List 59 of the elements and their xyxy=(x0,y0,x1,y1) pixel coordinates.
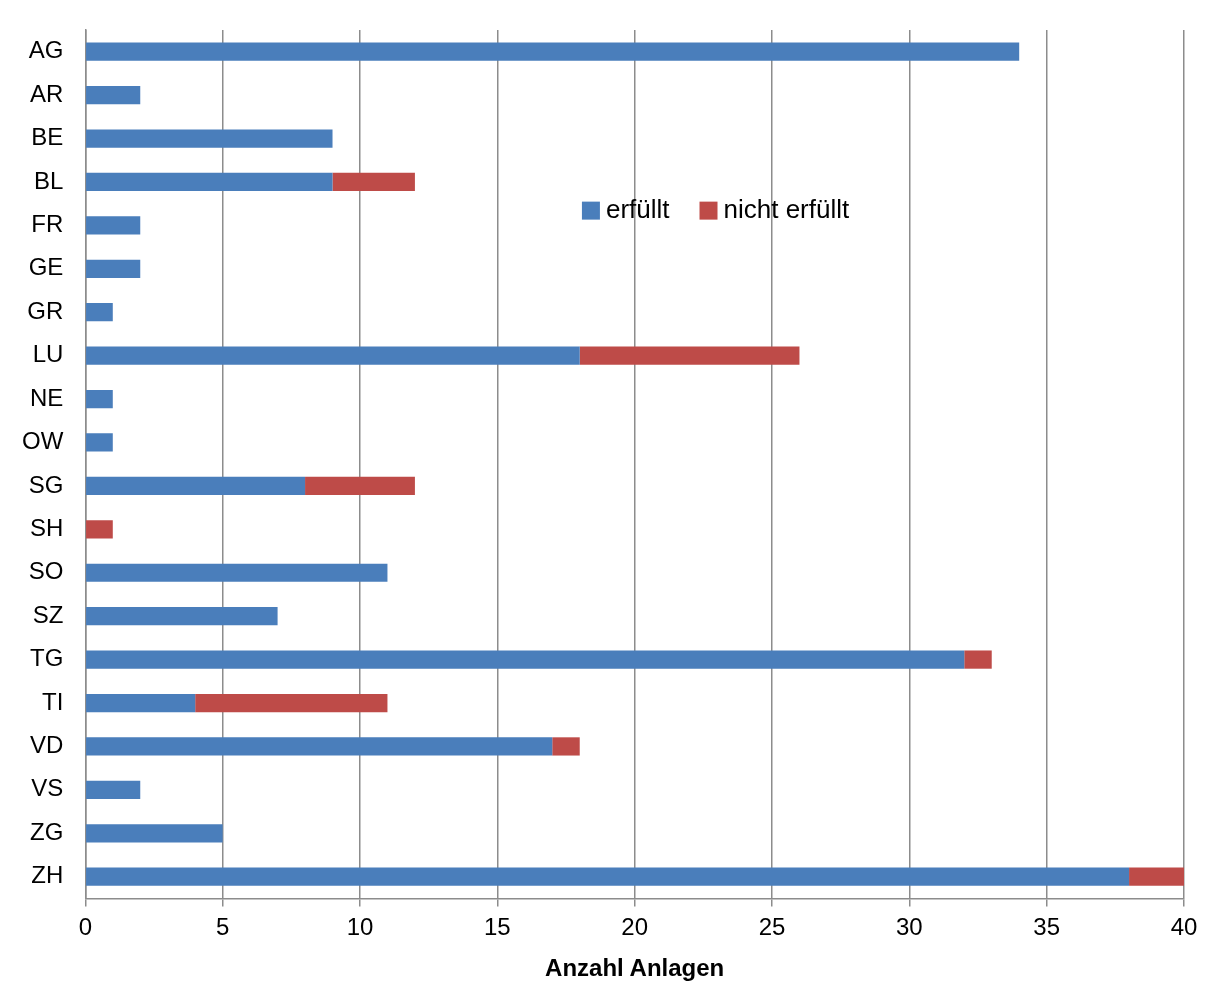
y-tick-label: TI xyxy=(41,687,64,715)
x-axis-title: Anzahl Anlagen xyxy=(545,954,725,982)
y-tick-label: FR xyxy=(31,210,64,238)
bar xyxy=(86,693,196,713)
y-tick-label: ZH xyxy=(31,861,64,889)
bar xyxy=(1129,867,1184,886)
bar xyxy=(195,693,388,713)
x-tick-label: 5 xyxy=(215,913,230,941)
bar xyxy=(86,520,113,539)
bar xyxy=(86,129,333,148)
bar xyxy=(86,172,333,192)
bar xyxy=(86,867,1130,886)
y-tick-label: NE xyxy=(29,383,64,411)
x-tick-label: 0 xyxy=(78,913,92,941)
bar xyxy=(86,303,113,322)
x-tick-label: 35 xyxy=(1033,913,1061,941)
bar xyxy=(86,216,141,235)
bar xyxy=(86,650,965,669)
y-tick-label: VD xyxy=(29,731,64,759)
bar xyxy=(552,737,580,756)
y-tick-label: AR xyxy=(29,79,64,107)
bar xyxy=(964,650,992,669)
bar xyxy=(305,476,415,496)
y-tick-label: BE xyxy=(31,123,64,151)
y-tick-label: GR xyxy=(27,296,64,324)
y-tick-label: GE xyxy=(28,253,64,281)
y-tick-label: SG xyxy=(28,470,64,498)
y-tick-label: SH xyxy=(29,513,64,541)
y-tick-label: BL xyxy=(33,166,64,194)
bar xyxy=(86,433,113,452)
bar xyxy=(86,607,278,626)
x-tick-label: 10 xyxy=(346,913,374,941)
x-tick-label: 30 xyxy=(895,913,923,941)
y-tick-label: VS xyxy=(31,774,64,802)
y-tick-label: LU xyxy=(32,340,64,368)
bar xyxy=(86,780,141,799)
bar xyxy=(86,389,113,409)
bar xyxy=(86,259,141,278)
y-tick-label: AG xyxy=(28,36,64,64)
y-tick-label: TG xyxy=(29,644,64,672)
bar xyxy=(579,346,800,365)
bar xyxy=(86,563,388,582)
bar xyxy=(86,86,141,105)
y-tick-label: ZG xyxy=(29,817,64,845)
bar xyxy=(86,476,306,496)
y-tick-label: SZ xyxy=(32,600,64,628)
x-tick-label: 25 xyxy=(758,913,786,941)
x-tick-label: 40 xyxy=(1170,913,1198,941)
bar xyxy=(86,737,553,756)
x-tick-label: 20 xyxy=(621,913,649,941)
legend-label: nicht erfüllt xyxy=(723,193,850,224)
x-tick-label: 15 xyxy=(483,913,511,941)
legend-label: erfüllt xyxy=(605,193,671,224)
bar xyxy=(86,346,580,365)
bar xyxy=(332,172,415,192)
y-tick-label: SO xyxy=(28,557,64,585)
bar xyxy=(86,42,1020,61)
y-tick-label: OW xyxy=(21,427,64,455)
bar xyxy=(86,824,223,843)
